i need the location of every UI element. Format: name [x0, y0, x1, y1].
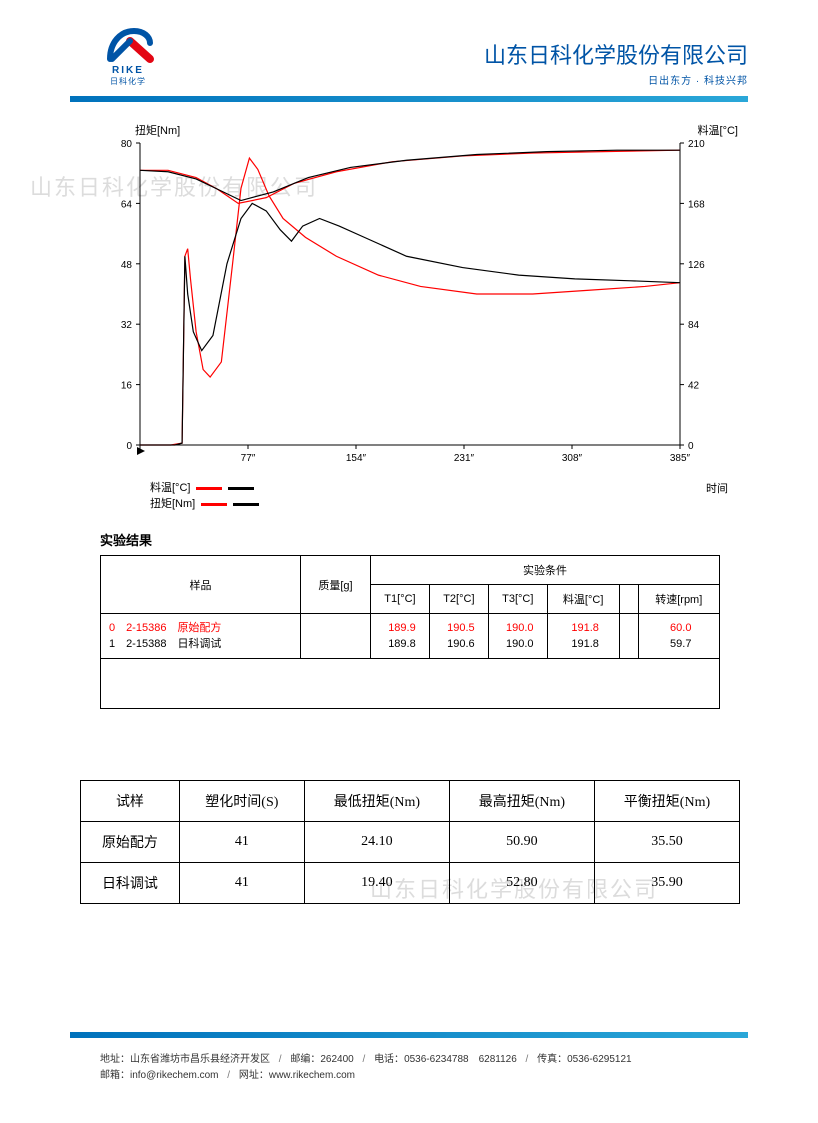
condition-table: 样品质量[g]实验条件T1[°C]T2[°C]T3[°C]料温[°C]转速[rp…: [100, 555, 720, 709]
mail-label: 邮箱：: [100, 1070, 130, 1081]
svg-text:64: 64: [121, 199, 133, 210]
logo-sub: 日科化学: [100, 76, 156, 87]
summary-table: 试样塑化时间(S)最低扭矩(Nm)最高扭矩(Nm)平衡扭矩(Nm)原始配方412…: [80, 780, 740, 904]
svg-text:231″: 231″: [454, 453, 475, 464]
web: www.rikechem.com: [269, 1070, 355, 1081]
svg-text:308″: 308″: [562, 453, 583, 464]
svg-text:0: 0: [126, 441, 132, 452]
fax: 0536-6295121: [567, 1054, 632, 1065]
company-slogan: 日出东方 · 科技兴邦: [484, 72, 748, 87]
svg-text:42: 42: [688, 381, 700, 392]
svg-text:48: 48: [121, 260, 133, 271]
svg-text:32: 32: [121, 320, 133, 331]
zip: 262400: [320, 1054, 353, 1065]
svg-text:77″: 77″: [241, 453, 256, 464]
svg-text:16: 16: [121, 381, 133, 392]
addr-label: 地址：: [100, 1054, 130, 1065]
header: RIKE 日科化学 山东日科化学股份有限公司 日出东方 · 科技兴邦: [0, 0, 818, 100]
addr: 山东省潍坊市昌乐县经济开发区: [130, 1054, 270, 1065]
chart-legend: 料温[°C]扭矩[Nm]: [150, 480, 259, 512]
mail: info@rikechem.com: [130, 1070, 219, 1081]
fax-label: 传真：: [537, 1054, 567, 1065]
legend-row: 料温[°C]: [150, 480, 259, 496]
footer: 地址：山东省潍坊市昌乐县经济开发区 / 邮编：262400 / 电话：0536-…: [100, 1052, 748, 1084]
logo-text: RIKE: [100, 65, 156, 76]
chart: 0 16 32 48 64 80 0 42 84 126 168 210 77″ 154″ 231″ 308″…: [100, 125, 720, 475]
svg-text:154″: 154″: [346, 453, 367, 464]
svg-text:385″: 385″: [670, 453, 691, 464]
tel-label: 电话：: [374, 1054, 404, 1065]
header-rule: [70, 96, 748, 102]
tel: 0536-6234788 6281126: [404, 1054, 517, 1065]
svg-text:210: 210: [688, 139, 705, 150]
svg-text:80: 80: [121, 139, 133, 150]
zip-label: 邮编：: [290, 1054, 320, 1065]
x-axis-label: 时间: [706, 480, 728, 496]
results-title: 实验结果: [100, 530, 152, 549]
svg-text:84: 84: [688, 320, 700, 331]
svg-text:0: 0: [688, 441, 694, 452]
legend-row: 扭矩[Nm]: [150, 496, 259, 512]
company-name: 山东日科化学股份有限公司: [484, 38, 748, 70]
footer-rule: [70, 1032, 748, 1038]
svg-text:126: 126: [688, 260, 705, 271]
logo: RIKE 日科化学: [100, 25, 156, 87]
company-block: 山东日科化学股份有限公司 日出东方 · 科技兴邦: [484, 38, 748, 87]
web-label: 网址：: [239, 1070, 269, 1081]
svg-text:168: 168: [688, 199, 705, 210]
